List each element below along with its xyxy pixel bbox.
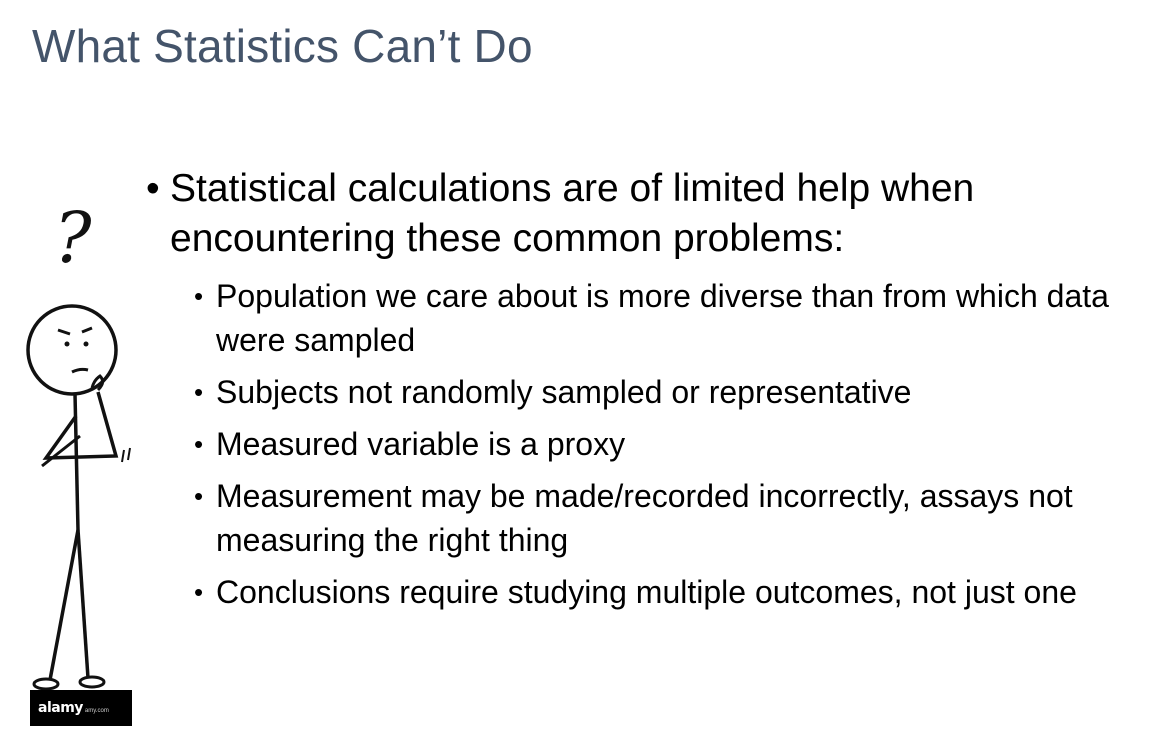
- bullet-dot: •: [194, 281, 204, 311]
- sub-bullet-list: • Population we care about is more diver…: [192, 274, 1156, 614]
- sub-bullet-item: • Conclusions require studying multiple …: [192, 570, 1156, 614]
- main-bullet: • Statistical calculations are of limite…: [146, 164, 1156, 264]
- sub-bullet-item: • Subjects not randomly sampled or repre…: [192, 370, 1156, 414]
- question-mark-glyph: ?: [54, 197, 92, 279]
- slide-title: What Statistics Can’t Do: [32, 20, 533, 72]
- bullet-dot: •: [194, 429, 204, 459]
- alamy-watermark: alamy amy.com: [30, 690, 132, 726]
- bullet-dot: •: [146, 167, 160, 210]
- thinking-stick-figure-icon: ?: [26, 197, 131, 691]
- sub-bullet-text: Population we care about is more diverse…: [216, 278, 1109, 358]
- main-bullet-text: Statistical calculations are of limited …: [170, 167, 975, 260]
- sub-bullet-text: Measurement may be made/recorded incorre…: [216, 478, 1073, 558]
- sub-bullet-item: • Measured variable is a proxy: [192, 422, 1156, 466]
- watermark-small: amy.com: [84, 708, 109, 714]
- bullet-dot: •: [194, 577, 204, 607]
- bullet-dot: •: [194, 481, 204, 511]
- sub-bullet-item: • Population we care about is more diver…: [192, 274, 1156, 362]
- bullet-dot: •: [194, 377, 204, 407]
- sub-bullet-text: Conclusions require studying multiple ou…: [216, 574, 1077, 610]
- slide-content: • Statistical calculations are of limite…: [146, 164, 1156, 622]
- sub-bullet-text: Subjects not randomly sampled or represe…: [216, 374, 912, 410]
- sub-bullet-item: • Measurement may be made/recorded incor…: [192, 474, 1156, 562]
- watermark-brand: alamy: [38, 700, 83, 716]
- sub-bullet-text: Measured variable is a proxy: [216, 426, 626, 462]
